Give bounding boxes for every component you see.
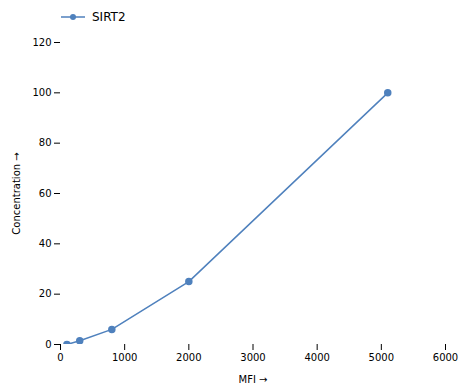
svg-text:6000: 6000 (433, 352, 458, 363)
svg-text:0: 0 (45, 339, 51, 350)
svg-text:3000: 3000 (240, 352, 265, 363)
svg-text:20: 20 (39, 288, 52, 299)
svg-text:2000: 2000 (176, 352, 201, 363)
svg-text:80: 80 (39, 137, 52, 148)
svg-text:120: 120 (32, 37, 51, 48)
svg-text:100: 100 (32, 87, 51, 98)
html-text:SIRT2: SIRT2 (92, 10, 126, 24)
svg-text:5000: 5000 (369, 352, 394, 363)
svg-text:1000: 1000 (112, 352, 137, 363)
svg-text:60: 60 (39, 188, 52, 199)
svg-text:MFI →: MFI → (239, 374, 268, 385)
svg-text:0: 0 (57, 352, 63, 363)
svg-text:40: 40 (39, 238, 52, 249)
svg-text:Concentration →: Concentration → (11, 152, 22, 234)
svg-text:4000: 4000 (304, 352, 329, 363)
